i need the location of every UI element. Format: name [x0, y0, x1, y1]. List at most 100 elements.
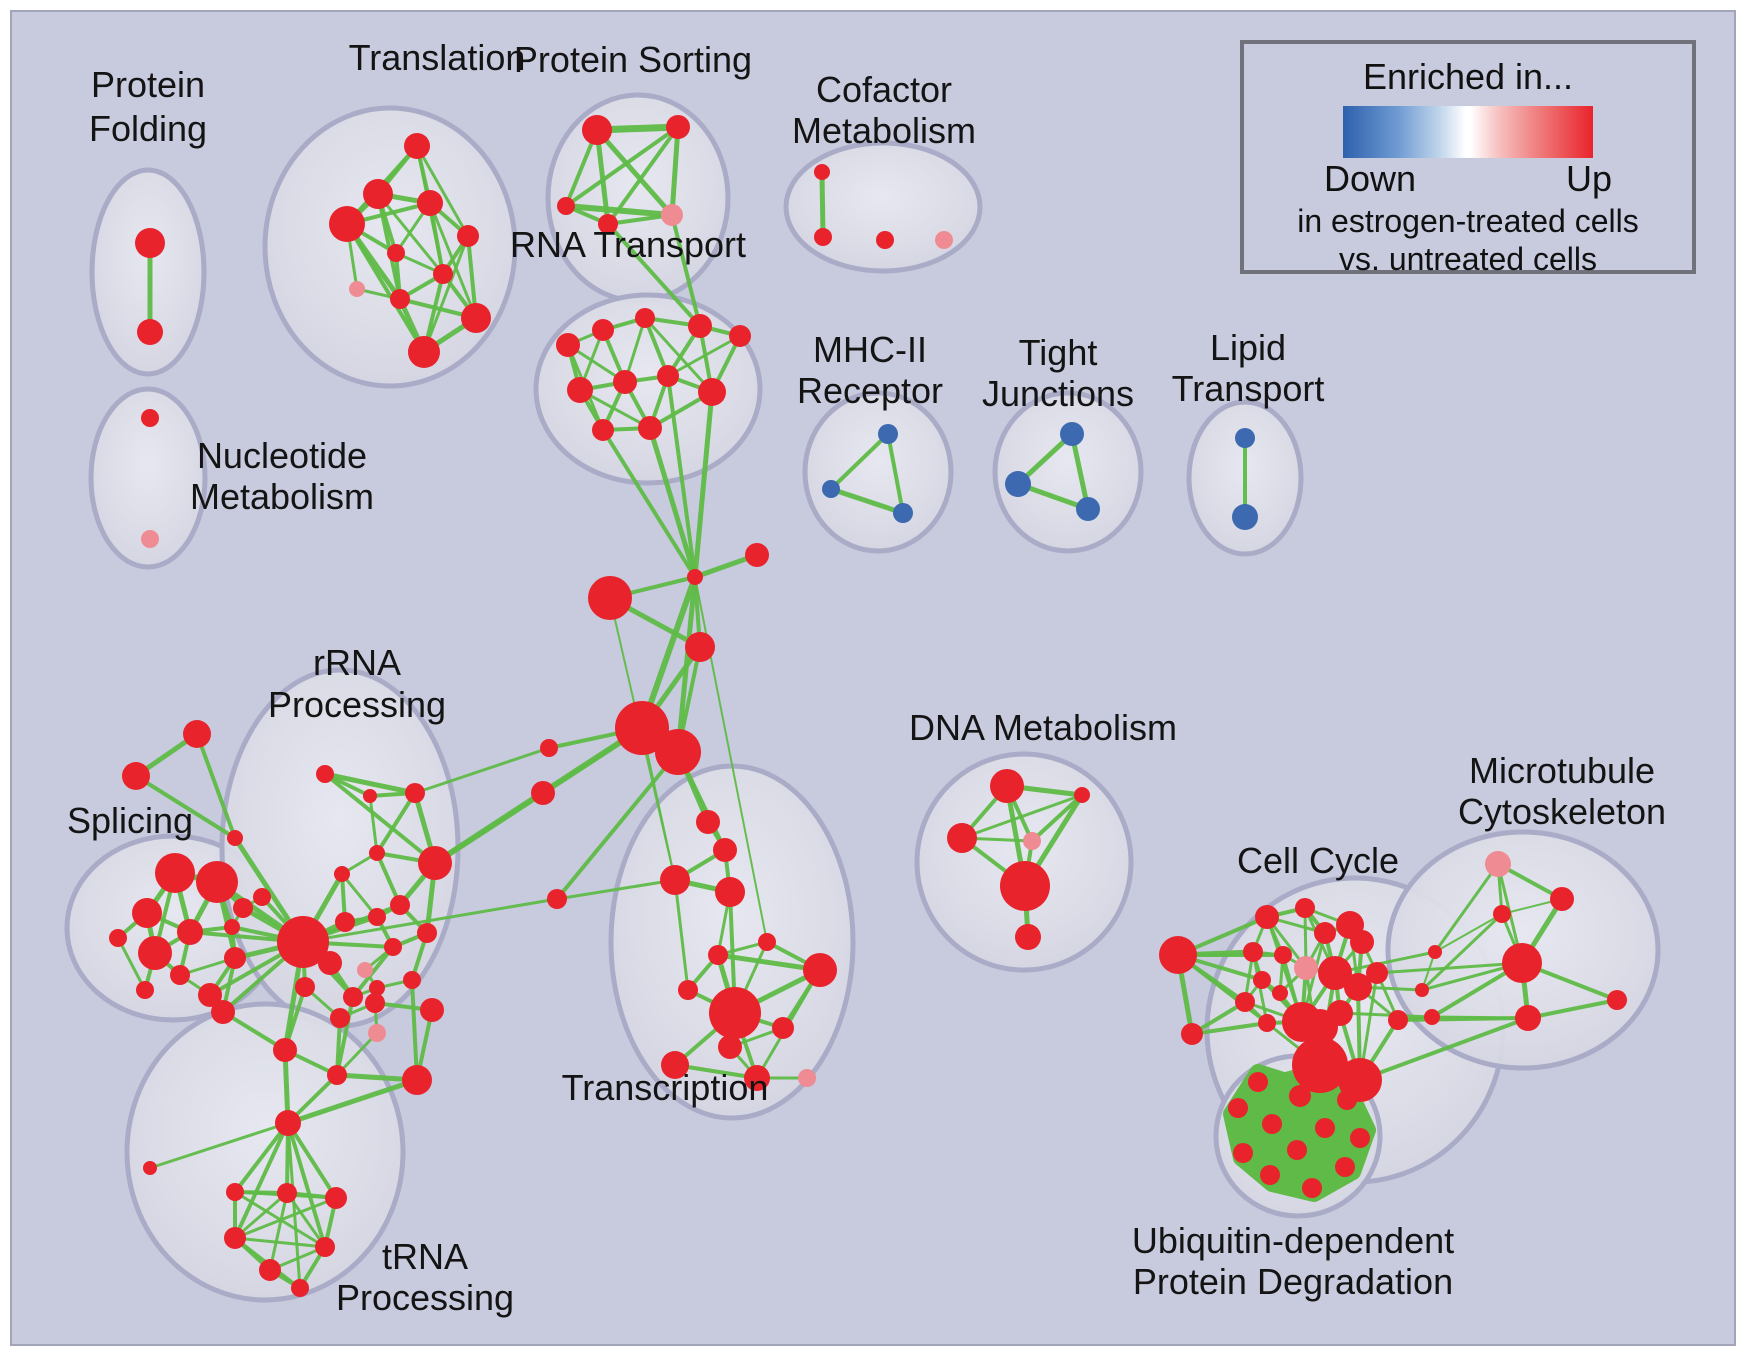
- network-node-rr25: [273, 1038, 297, 1062]
- network-node-ps4: [598, 214, 618, 234]
- network-edge: [351, 945, 395, 999]
- cluster-ellipse-tight-junctions: [992, 390, 1144, 554]
- network-node-mh3: [893, 503, 913, 523]
- network-node-tr3: [417, 190, 443, 216]
- network-node-dm6: [1015, 924, 1041, 950]
- network-node-cc10: [1344, 973, 1372, 1001]
- network-node-cc18: [1366, 962, 1388, 984]
- network-edge: [233, 1196, 338, 1240]
- cluster-label-mhc-ii-receptor: Receptor: [797, 370, 943, 411]
- network-edge: [268, 1191, 289, 1272]
- network-node-mt3: [1493, 905, 1511, 923]
- network-edge: [323, 772, 437, 865]
- network-node-ub11: [1260, 1165, 1280, 1185]
- network-node-sp11: [170, 965, 190, 985]
- network-node-rt7: [613, 370, 637, 394]
- network-node-mt2: [1550, 887, 1574, 911]
- network-edge: [410, 978, 419, 1082]
- network-node-rt8: [657, 365, 679, 387]
- network-node-ps2: [666, 115, 690, 139]
- network-node-rt6: [567, 377, 593, 403]
- network-node-tn6: [315, 1237, 335, 1257]
- network-node-tr1: [404, 133, 430, 159]
- network-node-rr13: [277, 916, 329, 968]
- network-node-tx1: [696, 810, 720, 834]
- network-node-tx11: [772, 1017, 794, 1039]
- network-node-tr10: [461, 303, 491, 333]
- network-node-cc22: [1415, 983, 1429, 997]
- network-edge: [578, 388, 652, 430]
- network-node-cf4: [935, 231, 953, 249]
- network-node-ub4: [1228, 1098, 1248, 1118]
- network-node-tx3: [660, 865, 690, 895]
- network-node-rt10: [592, 419, 614, 441]
- network-edge: [829, 432, 890, 491]
- network-edge: [692, 389, 715, 580]
- network-node-cc8: [1294, 956, 1318, 980]
- network-node-tr4: [329, 206, 365, 242]
- network-node-rt1: [556, 333, 580, 357]
- network-node-ub10: [1335, 1157, 1355, 1177]
- cluster-label-trna-processing: Processing: [336, 1277, 514, 1318]
- network-node-tri1: [183, 720, 211, 748]
- network-node-ps3: [557, 197, 575, 215]
- network-edge: [413, 746, 551, 795]
- network-edge: [195, 732, 237, 840]
- network-edge: [601, 428, 697, 579]
- cluster-label-ubiquitin-protein-degradation: Ubiquitin-dependent: [1132, 1220, 1454, 1261]
- cluster-label-tight-junctions: Junctions: [982, 373, 1134, 414]
- cluster-label-tight-junctions: Tight: [1019, 332, 1098, 373]
- cluster-label-microtubule-cytoskeleton: Microtubule: [1469, 750, 1655, 791]
- network-edge: [1333, 950, 1437, 975]
- cluster-label-protein-folding: Folding: [89, 108, 207, 149]
- network-edge: [828, 486, 906, 516]
- network-edge: [564, 125, 680, 208]
- network-node-ps5: [661, 204, 683, 226]
- network-edge: [415, 144, 470, 238]
- network-edge: [345, 222, 426, 354]
- network-node-rr26: [327, 1065, 347, 1085]
- network-node-tx4: [715, 877, 745, 907]
- network-node-nm1: [141, 409, 159, 427]
- network-node-rr16: [369, 980, 385, 996]
- network-edge: [555, 750, 680, 901]
- network-node-cc5: [1350, 930, 1374, 954]
- network-node-rt9: [698, 378, 726, 406]
- network-node-tj1: [1060, 422, 1084, 446]
- network-node-pf2: [137, 319, 163, 345]
- network-node-lt2: [1232, 504, 1258, 530]
- cluster-label-protein-folding: Protein: [91, 64, 205, 105]
- network-node-pf1: [135, 228, 165, 258]
- network-node-rr12: [357, 962, 373, 978]
- network-node-tx15: [798, 1069, 816, 1087]
- network-node-cc0b: [1181, 1023, 1203, 1045]
- network-node-tj3: [1076, 497, 1100, 521]
- network-edge: [422, 234, 470, 354]
- network-edge: [148, 1121, 290, 1170]
- network-node-tx2: [713, 838, 737, 862]
- network-edge: [666, 334, 742, 378]
- network-node-cc12: [1272, 985, 1288, 1001]
- network-node-mt4: [1502, 943, 1542, 983]
- network-node-ub8: [1233, 1143, 1253, 1163]
- network-node-rr14: [318, 951, 342, 975]
- cluster-label-trna-processing: tRNA: [382, 1236, 468, 1277]
- legend-up-label: Up: [1565, 158, 1612, 199]
- cluster-label-cofactor-metabolism: Metabolism: [792, 110, 976, 151]
- legend-title: Enriched in...: [1362, 56, 1574, 97]
- network-edge: [340, 872, 379, 919]
- network-node-sp9: [224, 947, 246, 969]
- network-node-tr6: [387, 244, 405, 262]
- network-node-cc6: [1243, 942, 1263, 962]
- cluster-label-nucleotide-metabolism: Nucleotide: [197, 435, 367, 476]
- network-node-rt11: [638, 416, 662, 440]
- network-node-rr2: [363, 789, 377, 803]
- network-node-rr7: [335, 912, 355, 932]
- cluster-ellipse-nucleotide-metabolism: [88, 386, 208, 570]
- network-node-tr5: [457, 225, 479, 247]
- network-node-tn1: [143, 1161, 157, 1175]
- network-node-cc13: [1235, 992, 1255, 1012]
- network-node-ch4: [685, 632, 715, 662]
